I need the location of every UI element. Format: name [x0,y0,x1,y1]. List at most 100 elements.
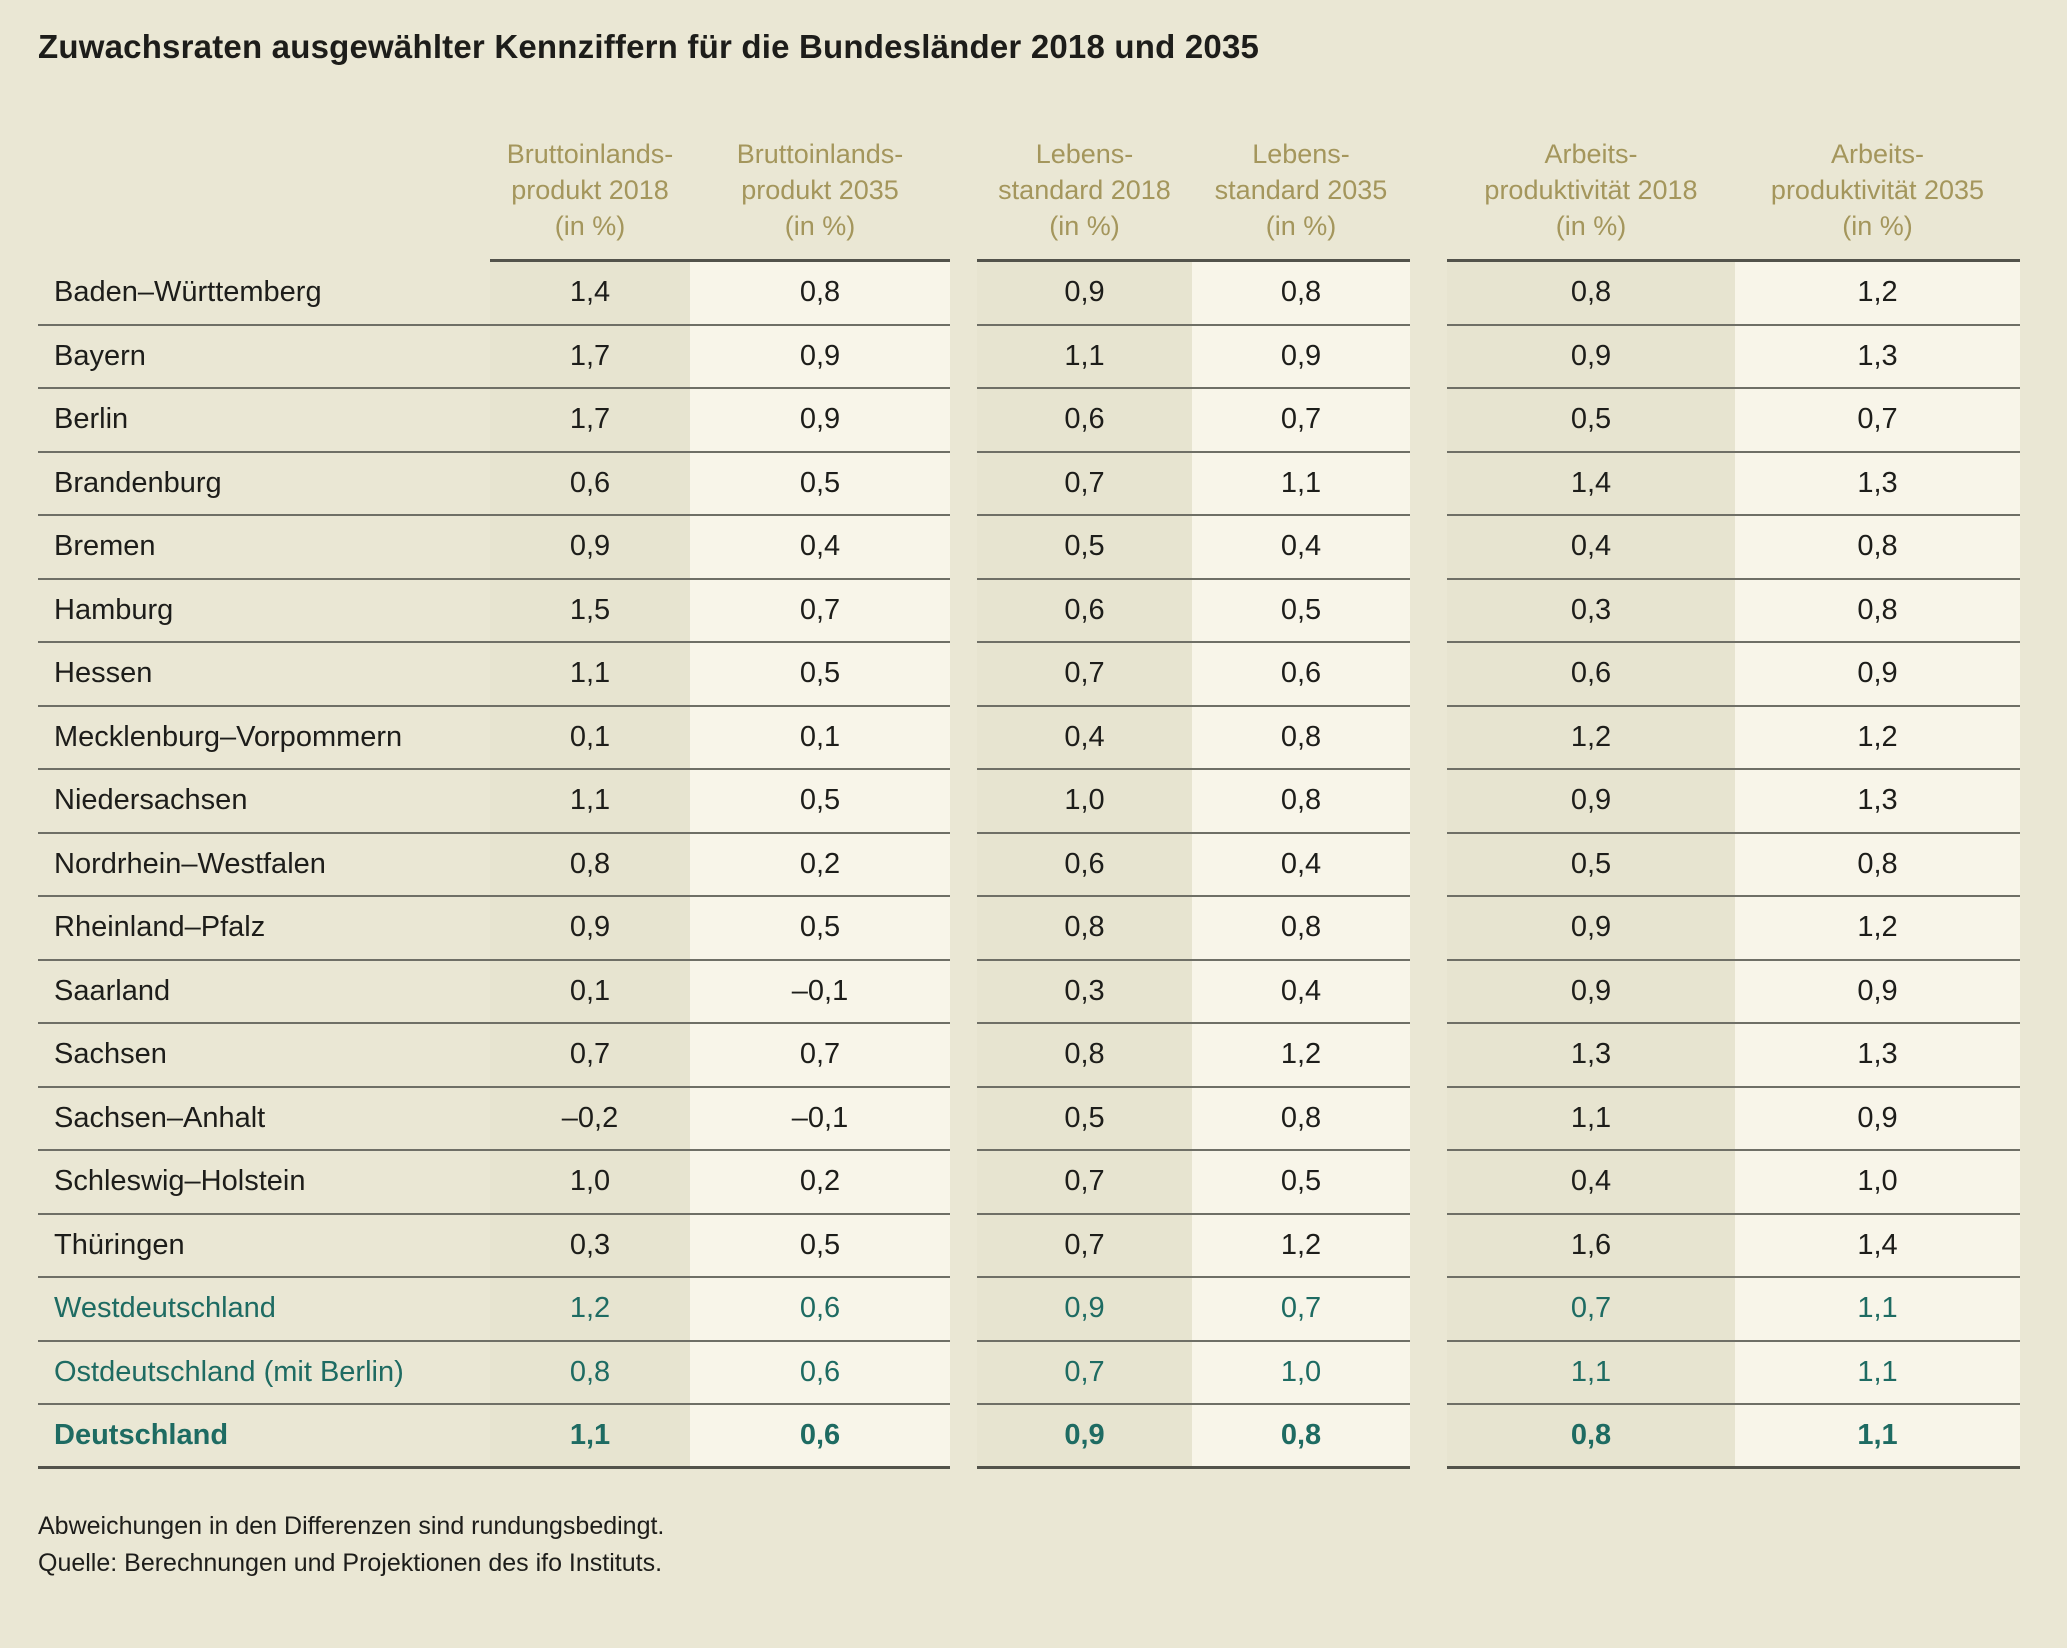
header-line: Bruttoinlands- [506,139,674,169]
state-name-cell: Ostdeutschland (mit Berlin) [38,1342,490,1405]
header-line: (in %) [1842,211,1913,241]
value-cell: 0,9 [977,262,1192,326]
value-cell: 0,4 [1447,516,1735,580]
header-line: produkt 2018 [511,175,669,205]
table-row: Sachsen–Anhalt –0,2 –0,1 0,5 0,8 1,1 0,9 [38,1087,2020,1152]
value-cell: 0,8 [1735,516,2020,580]
column-group-gap [1410,1151,1447,1215]
column-group-gap [950,108,977,262]
value-cell: 0,6 [977,389,1192,453]
source-note: Quelle: Berechnungen und Projektionen de… [38,1549,663,1577]
value-cell: –0,2 [490,1087,690,1151]
value-cell: 0,6 [690,1278,950,1342]
value-cell: 1,0 [1192,1341,1410,1405]
value-cell: 0,8 [977,897,1192,961]
column-group-gap [1410,262,1447,326]
state-name-cell: Deutschland [38,1405,490,1469]
table-row: Brandenburg 0,6 0,5 0,7 1,1 1,4 1,3 [38,452,2020,517]
column-group-gap [1410,1342,1447,1406]
table-row: Deutschland 1,1 0,6 0,9 0,8 0,8 1,1 [38,1405,2020,1469]
value-cell: 0,7 [1192,389,1410,453]
header-line: produktivität 2018 [1484,175,1698,205]
value-cell: 0,8 [1735,579,2020,643]
value-cell: 0,6 [977,579,1192,643]
value-cell: 0,9 [1447,897,1735,961]
value-cell: 0,4 [1192,516,1410,580]
value-cell: 1,3 [1735,452,2020,516]
value-cell: 1,2 [1735,706,2020,770]
table-row: Westdeutschland 1,2 0,6 0,9 0,7 0,7 1,1 [38,1278,2020,1342]
value-cell: 0,7 [1192,1278,1410,1342]
table-row: Thüringen 0,3 0,5 0,7 1,2 1,6 1,4 [38,1214,2020,1279]
value-cell: 1,1 [490,770,690,834]
table-row: Nordrhein–Westfalen 0,8 0,2 0,6 0,4 0,5 0,8 [38,833,2020,898]
column-group-gap [950,1342,977,1406]
value-cell: 0,4 [690,516,950,580]
value-cell: 0,7 [977,452,1192,516]
value-cell: 0,1 [490,960,690,1024]
column-group-gap [950,834,977,898]
column-group-gap [1410,643,1447,707]
value-cell: 1,3 [1735,1024,2020,1088]
state-name-cell: Mecklenburg–Vorpommern [38,707,490,770]
value-cell: 0,8 [1192,770,1410,834]
value-cell: 1,3 [1447,1024,1735,1088]
value-cell: 1,4 [1447,452,1735,516]
header-row: Bruttoinlands- produkt 2018 (in %) Brutt… [38,108,2020,262]
results-table: Bruttoinlands- produkt 2018 (in %) Brutt… [38,108,2020,1469]
value-cell: 1,2 [1735,262,2020,326]
column-group-gap [1410,1024,1447,1088]
column-group-gap [950,961,977,1025]
state-name-cell: Berlin [38,389,490,453]
table-row: Baden–Württemberg 1,4 0,8 0,9 0,8 0,8 1,2 [38,262,2020,326]
column-group-gap [950,1215,977,1279]
value-cell: 1,2 [490,1278,690,1342]
header-line: Arbeits- [1544,139,1638,169]
column-group-gap [1410,389,1447,453]
column-header-arbeitsproduktivitaet-2035: Arbeits- produktivität 2035 (in %) [1735,108,2020,262]
value-cell: 0,9 [690,389,950,453]
page-title: Zuwachsraten ausgewählter Kennziffern fü… [38,28,1260,65]
column-group-gap [950,326,977,390]
value-cell: 0,9 [1447,960,1735,1024]
header-line: Lebens- [1252,139,1350,169]
value-cell: 0,3 [490,1214,690,1278]
value-cell: 0,7 [490,1024,690,1088]
value-cell: 0,8 [490,833,690,897]
value-cell: 1,2 [1447,706,1735,770]
column-group-gap [1410,770,1447,834]
table-row: Sachsen 0,7 0,7 0,8 1,2 1,3 1,3 [38,1024,2020,1088]
value-cell: 0,6 [1447,643,1735,707]
state-name-cell: Sachsen [38,1024,490,1088]
value-cell: 0,8 [977,1024,1192,1088]
column-group-gap [950,580,977,644]
column-group-gap [1410,580,1447,644]
value-cell: 1,1 [1192,452,1410,516]
column-header-bip-2018: Bruttoinlands- produkt 2018 (in %) [490,108,690,262]
state-name-cell: Hamburg [38,580,490,643]
table-row: Bremen 0,9 0,4 0,5 0,4 0,4 0,8 [38,516,2020,580]
value-cell: 0,7 [977,1151,1192,1215]
header-line: Lebens- [1035,139,1134,169]
column-group-gap [1410,707,1447,771]
value-cell: 0,8 [1192,1405,1410,1469]
header-line: Arbeits- [1830,139,1925,169]
state-name-cell: Hessen [38,643,490,707]
header-line: (in %) [784,211,856,241]
row-label-spacer [38,108,490,262]
state-name-cell: Nordrhein–Westfalen [38,834,490,897]
state-name-cell: Brandenburg [38,453,490,516]
table-row: Rheinland–Pfalz 0,9 0,5 0,8 0,8 0,9 1,2 [38,897,2020,961]
value-cell: 0,7 [1735,389,2020,453]
column-group-gap [950,262,977,326]
value-cell: –0,1 [690,1087,950,1151]
state-name-cell: Rheinland–Pfalz [38,897,490,961]
header-line: (in %) [1049,211,1120,241]
value-cell: 1,3 [1735,325,2020,389]
column-group-gap [950,707,977,771]
value-cell: 0,7 [690,1024,950,1088]
column-group-gap [1410,834,1447,898]
value-cell: 1,2 [1192,1214,1410,1278]
column-group-gap [1410,453,1447,517]
column-group-gap [1410,1088,1447,1152]
